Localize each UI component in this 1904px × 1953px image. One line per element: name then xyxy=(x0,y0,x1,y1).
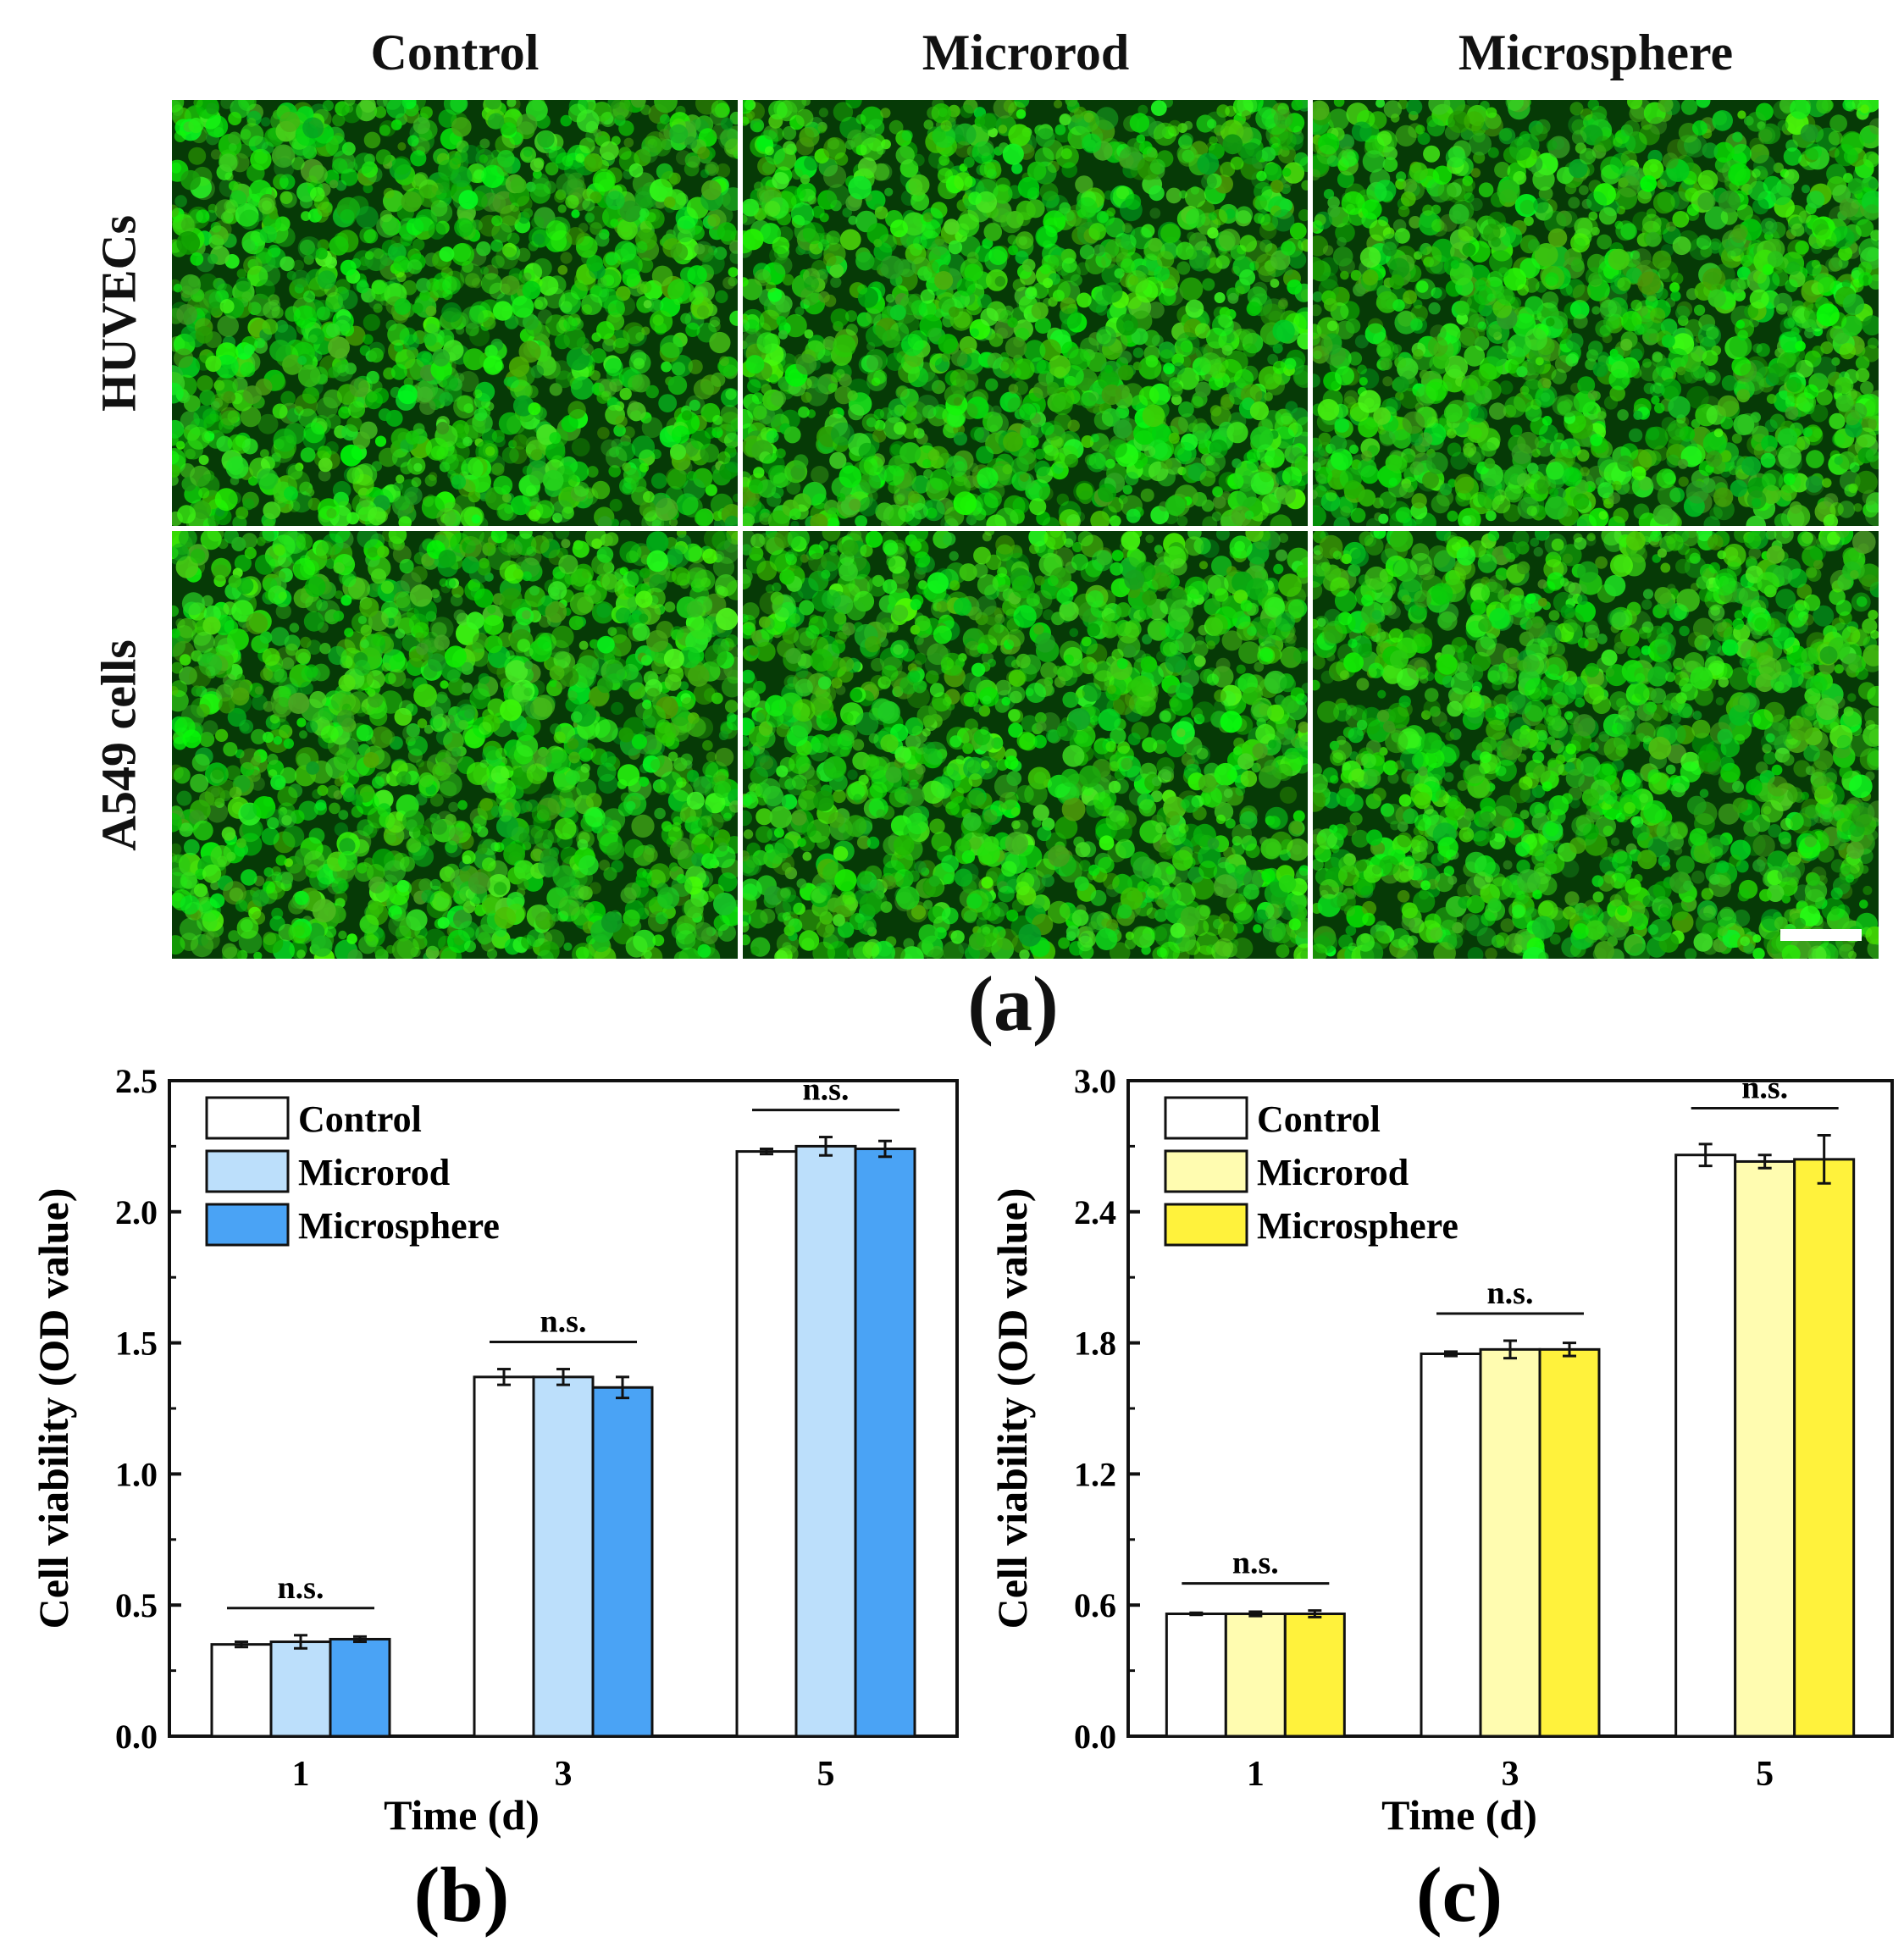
y-tick-label: 1.5 xyxy=(115,1325,158,1363)
legend-label-microrod: Microrod xyxy=(1257,1152,1409,1193)
column-header-control: Control xyxy=(370,25,540,80)
micrograph-huvecs-microrod xyxy=(743,100,1308,526)
bar-control-day-3 xyxy=(473,1375,535,1738)
panel-label-b: (b) xyxy=(414,1851,509,1938)
micrograph-huvecs-control xyxy=(172,100,738,526)
y-tick-label: 2.5 xyxy=(115,1062,158,1100)
column-header-microsphere: Microsphere xyxy=(1458,25,1734,80)
bar-microsphere-day-5 xyxy=(1793,1158,1856,1738)
bar-control-day-5 xyxy=(1674,1154,1737,1738)
row-header-a549: A549 cells xyxy=(91,639,147,851)
y-tick-label: 1.2 xyxy=(1074,1455,1116,1493)
bar-microsphere-day-3 xyxy=(1538,1347,1601,1738)
panel-label-c: (c) xyxy=(1416,1851,1503,1938)
legend-label-control: Control xyxy=(1257,1098,1381,1140)
x-axis-label: Time (d) xyxy=(1381,1791,1537,1839)
bar-microrod-day-5 xyxy=(794,1144,857,1738)
legend-swatch-control xyxy=(205,1096,290,1140)
y-tick-label: 1.8 xyxy=(1074,1325,1116,1363)
row-header-huvecs: HUVECs xyxy=(91,214,147,412)
micrograph-a549-microsphere xyxy=(1313,531,1879,959)
x-axis-label: Time (d) xyxy=(384,1791,540,1839)
bar-microsphere-day-3 xyxy=(591,1386,654,1738)
y-axis-label: Cell viability (OD value) xyxy=(30,1188,77,1629)
bar-chart-b: 0.0 0.5 1.0 1.5 2.0 2.5 1 n.s. 3 n.s. 5 n.s. Control… xyxy=(30,1062,959,1938)
bar-control-day-5 xyxy=(735,1150,798,1738)
bar-microsphere-day-1 xyxy=(1283,1613,1346,1738)
legend-swatch-microrod xyxy=(1164,1149,1248,1193)
bar-microrod-day-3 xyxy=(532,1375,595,1738)
legend-label-microrod: Microrod xyxy=(298,1152,450,1193)
bar-control-day-1 xyxy=(210,1643,273,1738)
x-tick-label: 5 xyxy=(1756,1755,1774,1794)
y-tick-label: 0.6 xyxy=(1074,1586,1116,1624)
bar-microrod-day-1 xyxy=(269,1640,332,1738)
legend-label-microsphere: Microsphere xyxy=(298,1205,500,1247)
legend-swatch-control xyxy=(1164,1096,1248,1140)
bar-microrod-day-1 xyxy=(1224,1613,1287,1738)
y-tick-label: 1.0 xyxy=(115,1455,158,1493)
bar-microsphere-day-5 xyxy=(854,1147,916,1738)
x-tick-label: 3 xyxy=(1502,1755,1519,1794)
significance-label: n.s. xyxy=(803,1072,850,1108)
y-tick-label: 0.5 xyxy=(115,1586,158,1624)
y-tick-label: 2.4 xyxy=(1074,1193,1116,1231)
x-tick-label: 1 xyxy=(292,1755,310,1794)
x-tick-label: 1 xyxy=(1247,1755,1265,1794)
legend-label-microsphere: Microsphere xyxy=(1257,1205,1458,1247)
micrograph-huvecs-microsphere xyxy=(1313,100,1879,526)
significance-label: n.s. xyxy=(1741,1071,1788,1106)
y-tick-label: 2.0 xyxy=(115,1193,158,1231)
bar-control-day-3 xyxy=(1420,1353,1482,1738)
legend-label-control: Control xyxy=(298,1098,422,1140)
panel-label-a: (a) xyxy=(967,960,1059,1047)
column-header-microrod: Microrod xyxy=(922,25,1130,80)
significance-label: n.s. xyxy=(540,1304,587,1340)
y-tick-label: 0.0 xyxy=(1074,1718,1116,1756)
scale-bar xyxy=(1780,929,1862,941)
significance-label: n.s. xyxy=(1232,1546,1279,1581)
legend-swatch-microsphere xyxy=(205,1203,290,1247)
bar-microrod-day-5 xyxy=(1734,1159,1796,1738)
legend-swatch-microrod xyxy=(205,1149,290,1193)
y-tick-label: 3.0 xyxy=(1074,1062,1116,1100)
bar-microrod-day-3 xyxy=(1479,1347,1541,1738)
micrograph-a549-control xyxy=(172,531,738,959)
micrograph-a549-microrod xyxy=(743,531,1308,959)
bar-control-day-1 xyxy=(1165,1613,1227,1738)
x-tick-label: 5 xyxy=(817,1755,835,1794)
legend-swatch-microsphere xyxy=(1164,1203,1248,1247)
significance-label: n.s. xyxy=(278,1570,324,1606)
bar-microsphere-day-1 xyxy=(329,1637,391,1738)
significance-label: n.s. xyxy=(1487,1275,1534,1311)
y-tick-label: 0.0 xyxy=(115,1718,158,1756)
y-axis-label: Cell viability (OD value) xyxy=(988,1188,1036,1629)
x-tick-label: 3 xyxy=(555,1755,573,1794)
bar-chart-c: 0.0 0.6 1.2 1.8 2.4 3.0 1 n.s. 3 n.s. 5 n.s. Control… xyxy=(988,1062,1894,1938)
